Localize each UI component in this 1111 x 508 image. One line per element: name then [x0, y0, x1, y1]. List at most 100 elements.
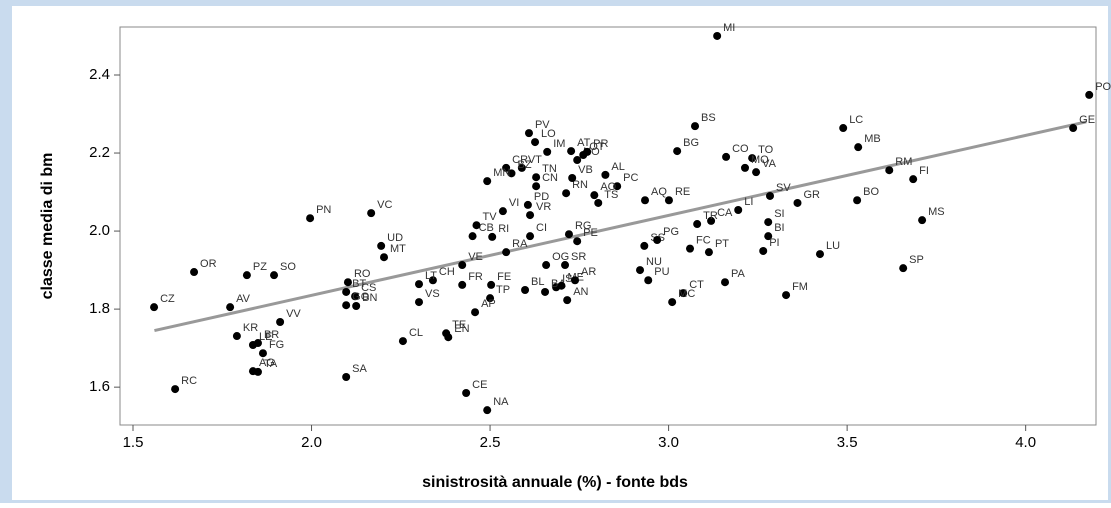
point [543, 147, 552, 156]
point [793, 198, 802, 207]
point [415, 280, 424, 289]
point-label: AG [259, 357, 275, 369]
point [853, 196, 862, 205]
point [171, 385, 180, 394]
point-label: LI [744, 196, 753, 208]
point-label: SV [776, 182, 791, 194]
point-label: PD [534, 191, 549, 203]
x-tick-label: 2.0 [301, 434, 322, 451]
point [367, 209, 376, 218]
point [190, 268, 199, 277]
point [498, 207, 507, 216]
point [521, 285, 530, 294]
point-label: MB [864, 133, 881, 145]
point-label: SR [571, 251, 586, 263]
point [640, 241, 649, 250]
plot-area [119, 26, 1097, 426]
point-label: TV [482, 211, 497, 223]
point-label: TS [604, 189, 618, 201]
point-label: MO [751, 154, 769, 166]
point [342, 373, 351, 382]
point-label: LC [849, 114, 863, 126]
point-label: PC [623, 172, 638, 184]
point-label: RI [498, 223, 509, 235]
point-label: VR [536, 201, 551, 213]
point [567, 147, 576, 156]
point [668, 298, 677, 307]
x-tick-label: 2.5 [480, 434, 501, 451]
point [573, 156, 582, 165]
point-label: RM [895, 156, 912, 168]
point [428, 276, 437, 285]
point [507, 169, 516, 178]
point-label: LT [425, 270, 437, 282]
y-axis-label: classe media di bm [39, 153, 56, 300]
point-label: BN [362, 292, 377, 304]
x-tick-label: 1.5 [123, 434, 144, 451]
point-label: TE [452, 319, 466, 331]
point-label: FG [269, 339, 284, 351]
point-label: BO [863, 186, 879, 198]
point-label: AP [481, 298, 496, 310]
point-label: CI [536, 222, 547, 234]
point [253, 339, 262, 348]
point [918, 216, 927, 225]
point [270, 271, 279, 280]
point [707, 216, 716, 225]
point-label: FI [919, 165, 929, 177]
point-label: PT [715, 238, 729, 250]
point [741, 163, 750, 172]
point [462, 389, 471, 398]
point [641, 196, 650, 205]
point [472, 221, 481, 230]
point-label: PU [654, 266, 669, 278]
point [693, 220, 702, 229]
point-label: SP [909, 254, 924, 266]
point-label: BR [264, 329, 279, 341]
point [782, 291, 791, 300]
point [526, 232, 535, 241]
point [557, 281, 566, 290]
point [885, 166, 894, 175]
point-label: VB [578, 164, 593, 176]
point [590, 191, 599, 200]
point-label: MC [678, 288, 695, 300]
point-label: CT [689, 279, 704, 291]
point [502, 163, 511, 172]
x-tick-label: 3.0 [658, 434, 679, 451]
point-label: PV [535, 119, 550, 131]
point-label: TP [496, 284, 510, 296]
point-label: VE [468, 251, 483, 263]
point-label: CN [542, 172, 558, 184]
point-label: PE [583, 227, 598, 239]
point [764, 218, 773, 227]
point-label: AL [611, 161, 624, 173]
point [766, 191, 775, 200]
point [532, 182, 541, 191]
point-label: AO [600, 181, 616, 193]
point [444, 333, 453, 342]
y-tick-label: 2.4 [89, 66, 110, 83]
point [483, 406, 492, 415]
x-axis-label: sinistrosità annuale (%) - fonte bds [422, 474, 688, 491]
point-label: CB [479, 222, 494, 234]
point [759, 246, 768, 255]
x-tick-label: 4.0 [1015, 434, 1036, 451]
point-label: FC [696, 235, 711, 247]
point-label: NU [646, 256, 662, 268]
point-label: CE [472, 379, 487, 391]
point-label: TN [542, 163, 557, 175]
point-label: PN [316, 204, 331, 216]
point-label: NA [493, 396, 509, 408]
point [542, 261, 551, 270]
point [679, 289, 688, 298]
point [488, 232, 497, 241]
point-label: IS [562, 273, 572, 285]
point-label: MT [390, 243, 406, 255]
point [734, 206, 743, 215]
point [468, 232, 477, 241]
point [563, 296, 572, 305]
point-label: CR [512, 154, 528, 166]
point-label: OR [200, 258, 217, 270]
